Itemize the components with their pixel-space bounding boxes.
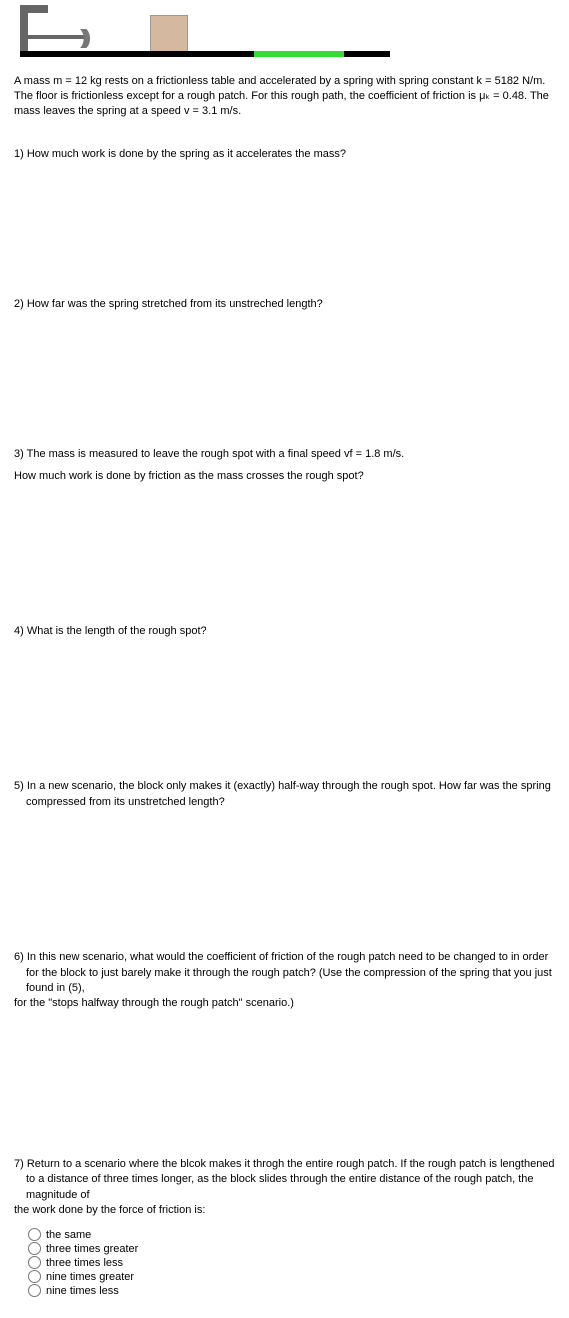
question-4: 4) What is the length of the rough spot? xyxy=(14,624,555,639)
spring-icon: )))))))) xyxy=(80,27,130,51)
option-label: three times greater xyxy=(46,1243,138,1255)
spring-rod xyxy=(28,35,84,39)
radio-three-less[interactable] xyxy=(28,1256,41,1269)
option-three-less[interactable]: three times less xyxy=(28,1256,555,1269)
radio-nine-less[interactable] xyxy=(28,1284,41,1297)
wall-vertical xyxy=(20,5,28,55)
rough-patch xyxy=(254,51,344,57)
option-label: nine times less xyxy=(46,1285,119,1297)
radio-nine-greater[interactable] xyxy=(28,1270,41,1283)
question-2: 2) How far was the spring stretched from… xyxy=(14,297,555,312)
option-label: nine times greater xyxy=(46,1271,134,1283)
question-1: 1) How much work is done by the spring a… xyxy=(14,147,555,162)
question-7-line2: the work done by the force of friction i… xyxy=(14,1203,555,1218)
question-5: 5) In a new scenario, the block only mak… xyxy=(26,779,555,810)
floor-left xyxy=(20,51,254,57)
floor-right xyxy=(344,51,390,57)
physics-diagram: )))))))) xyxy=(10,5,390,65)
option-nine-greater[interactable]: nine times greater xyxy=(28,1270,555,1283)
option-nine-less[interactable]: nine times less xyxy=(28,1284,555,1297)
option-label: the same xyxy=(46,1229,91,1241)
question-3-line1: 3) The mass is measured to leave the rou… xyxy=(14,447,555,462)
problem-statement: A mass m = 12 kg rests on a frictionless… xyxy=(14,74,555,119)
question-3-line2: How much work is done by friction as the… xyxy=(14,469,555,484)
mass-block xyxy=(150,15,188,53)
radio-same[interactable] xyxy=(28,1228,41,1241)
content-area: A mass m = 12 kg rests on a frictionless… xyxy=(0,70,569,1318)
question-6-line1: 6) In this new scenario, what would the … xyxy=(26,950,555,996)
radio-three-greater[interactable] xyxy=(28,1242,41,1255)
option-three-greater[interactable]: three times greater xyxy=(28,1242,555,1255)
option-same[interactable]: the same xyxy=(28,1228,555,1241)
question-7-line1: 7) Return to a scenario where the blcok … xyxy=(26,1157,555,1203)
option-label: three times less xyxy=(46,1257,123,1269)
question-6-line2: for the "stops halfway through the rough… xyxy=(14,996,555,1011)
answer-options: the same three times greater three times… xyxy=(28,1228,555,1297)
